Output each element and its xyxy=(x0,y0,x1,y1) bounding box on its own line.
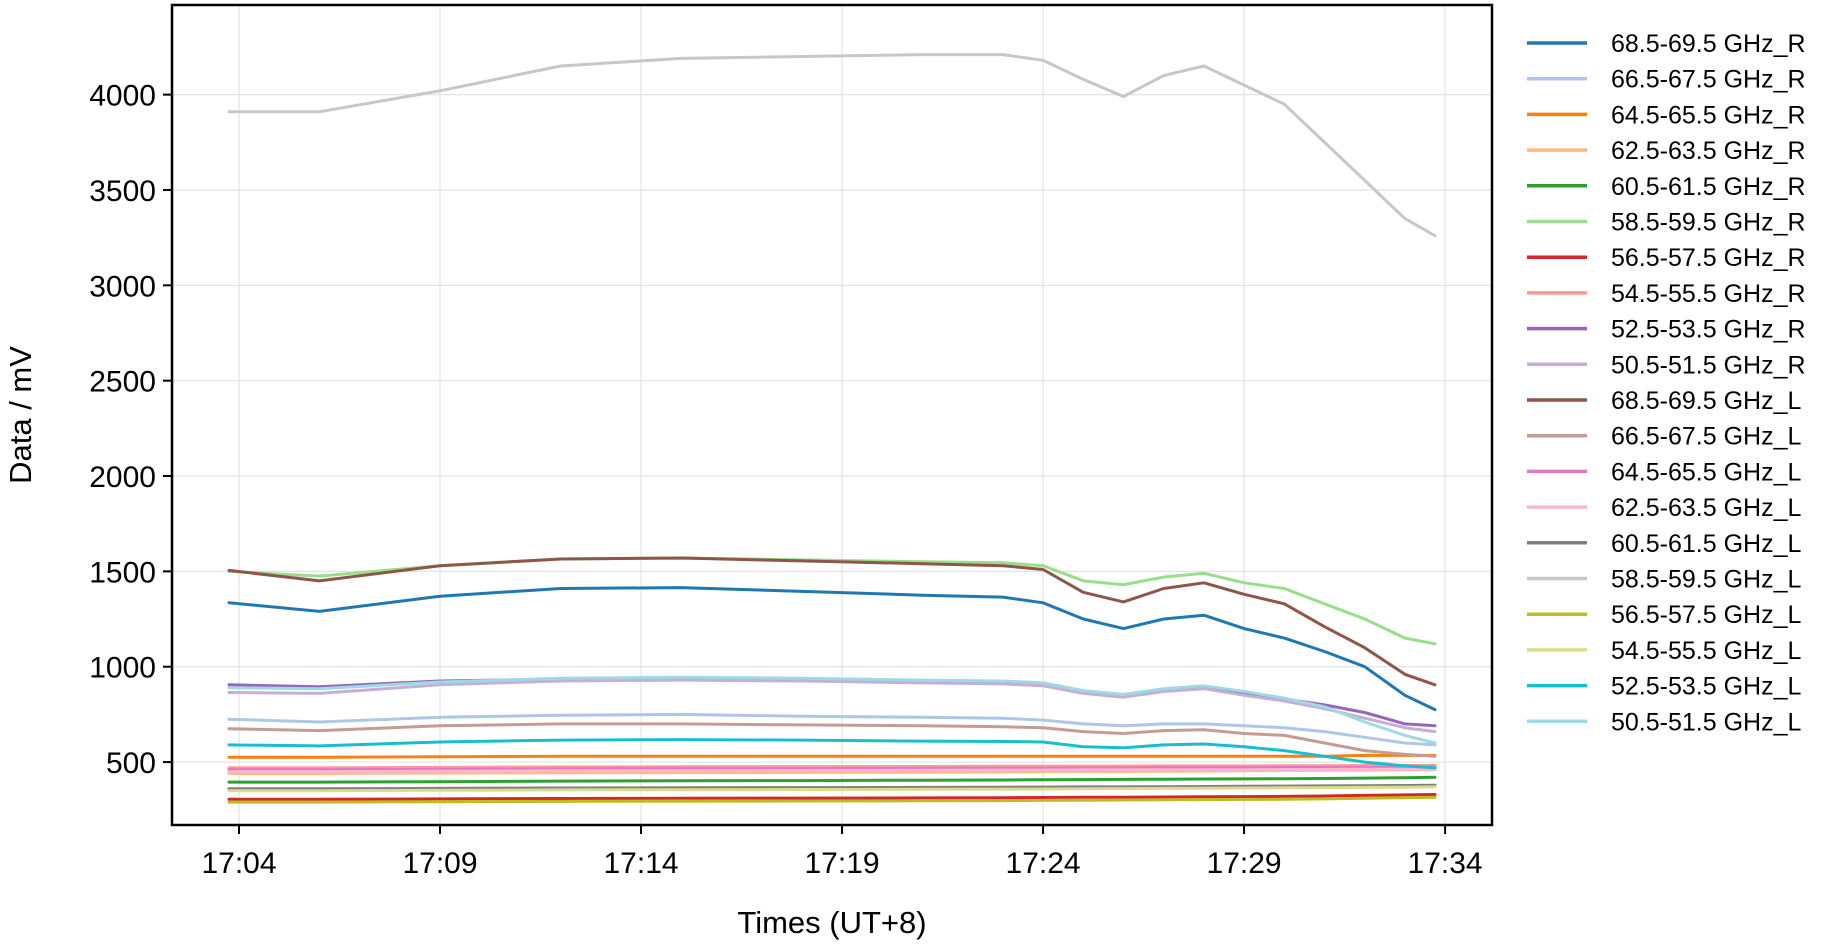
series-line-0 xyxy=(227,586,1437,712)
series-line-15 xyxy=(227,53,1437,238)
x-tick-label: 17:14 xyxy=(603,847,678,880)
series-line-9 xyxy=(227,678,1437,734)
series-line-19 xyxy=(227,675,1437,745)
y-tick-label: 2500 xyxy=(89,366,156,399)
y-axis: 500 1000 1500 2000 2500 3000 3500 4000 xyxy=(89,80,172,780)
series-line-1 xyxy=(227,712,1437,747)
x-axis: 17:04 17:09 17:14 17:19 17:24 17:29 17:34 xyxy=(201,825,1483,880)
x-tick-label: 17:04 xyxy=(201,847,276,880)
legend-label: 58.5-59.5 GHz_R xyxy=(1611,209,1806,237)
series-line-4 xyxy=(227,775,1437,784)
x-tick-label: 17:09 xyxy=(402,847,477,880)
series-line-7 xyxy=(227,764,1437,770)
legend-label: 56.5-57.5 GHz_R xyxy=(1611,244,1806,272)
legend-label: 68.5-69.5 GHz_R xyxy=(1611,30,1806,58)
series-lines xyxy=(227,53,1437,804)
legend-label: 54.5-55.5 GHz_R xyxy=(1611,280,1806,308)
legend-label: 62.5-63.5 GHz_R xyxy=(1611,137,1806,165)
series-line-13 xyxy=(227,767,1437,774)
legend-label: 50.5-51.5 GHz_R xyxy=(1611,351,1806,379)
grid-lines xyxy=(172,5,1492,825)
y-tick-label: 500 xyxy=(106,747,156,780)
legend-label: 62.5-63.5 GHz_L xyxy=(1611,494,1801,522)
x-axis-label: Times (UT+8) xyxy=(737,905,926,940)
legend-label: 60.5-61.5 GHz_L xyxy=(1611,530,1801,558)
plot-area-frame xyxy=(170,3,1494,827)
legend-label: 52.5-53.5 GHz_L xyxy=(1611,673,1801,701)
legend-label: 68.5-69.5 GHz_L xyxy=(1611,387,1801,415)
legend: 68.5-69.5 GHz_R 66.5-67.5 GHz_R 64.5-65.5 … xyxy=(1527,30,1806,736)
legend-label: 66.5-67.5 GHz_R xyxy=(1611,66,1806,94)
y-tick-label: 1500 xyxy=(89,556,156,589)
y-tick-label: 1000 xyxy=(89,652,156,685)
legend-label: 60.5-61.5 GHz_R xyxy=(1611,173,1806,201)
legend-label: 54.5-55.5 GHz_L xyxy=(1611,637,1801,665)
x-tick-label: 17:19 xyxy=(805,847,880,880)
legend-label: 66.5-67.5 GHz_L xyxy=(1611,423,1801,451)
series-line-10 xyxy=(227,556,1437,687)
legend-label: 58.5-59.5 GHz_L xyxy=(1611,566,1801,594)
series-line-17 xyxy=(227,785,1437,793)
series-line-2 xyxy=(227,753,1437,759)
y-tick-label: 2000 xyxy=(89,461,156,494)
series-line-14 xyxy=(227,783,1437,791)
legend-label: 56.5-57.5 GHz_L xyxy=(1611,601,1801,629)
y-tick-label: 3500 xyxy=(89,175,156,208)
series-line-11 xyxy=(227,722,1437,758)
series-line-6 xyxy=(227,793,1437,801)
series-line-16 xyxy=(227,795,1437,804)
series-line-12 xyxy=(227,765,1437,772)
series-line-18 xyxy=(227,738,1437,770)
legend-label: 64.5-65.5 GHz_R xyxy=(1611,101,1806,129)
y-tick-label: 3000 xyxy=(89,270,156,303)
x-tick-label: 17:29 xyxy=(1207,847,1282,880)
x-tick-label: 17:24 xyxy=(1006,847,1081,880)
y-tick-label: 4000 xyxy=(89,80,156,113)
legend-label: 64.5-65.5 GHz_L xyxy=(1611,458,1801,486)
legend-label: 52.5-53.5 GHz_R xyxy=(1611,316,1806,344)
legend-label: 50.5-51.5 GHz_L xyxy=(1611,708,1801,736)
y-axis-label: Data / mV xyxy=(3,346,38,484)
x-tick-label: 17:34 xyxy=(1408,847,1483,880)
